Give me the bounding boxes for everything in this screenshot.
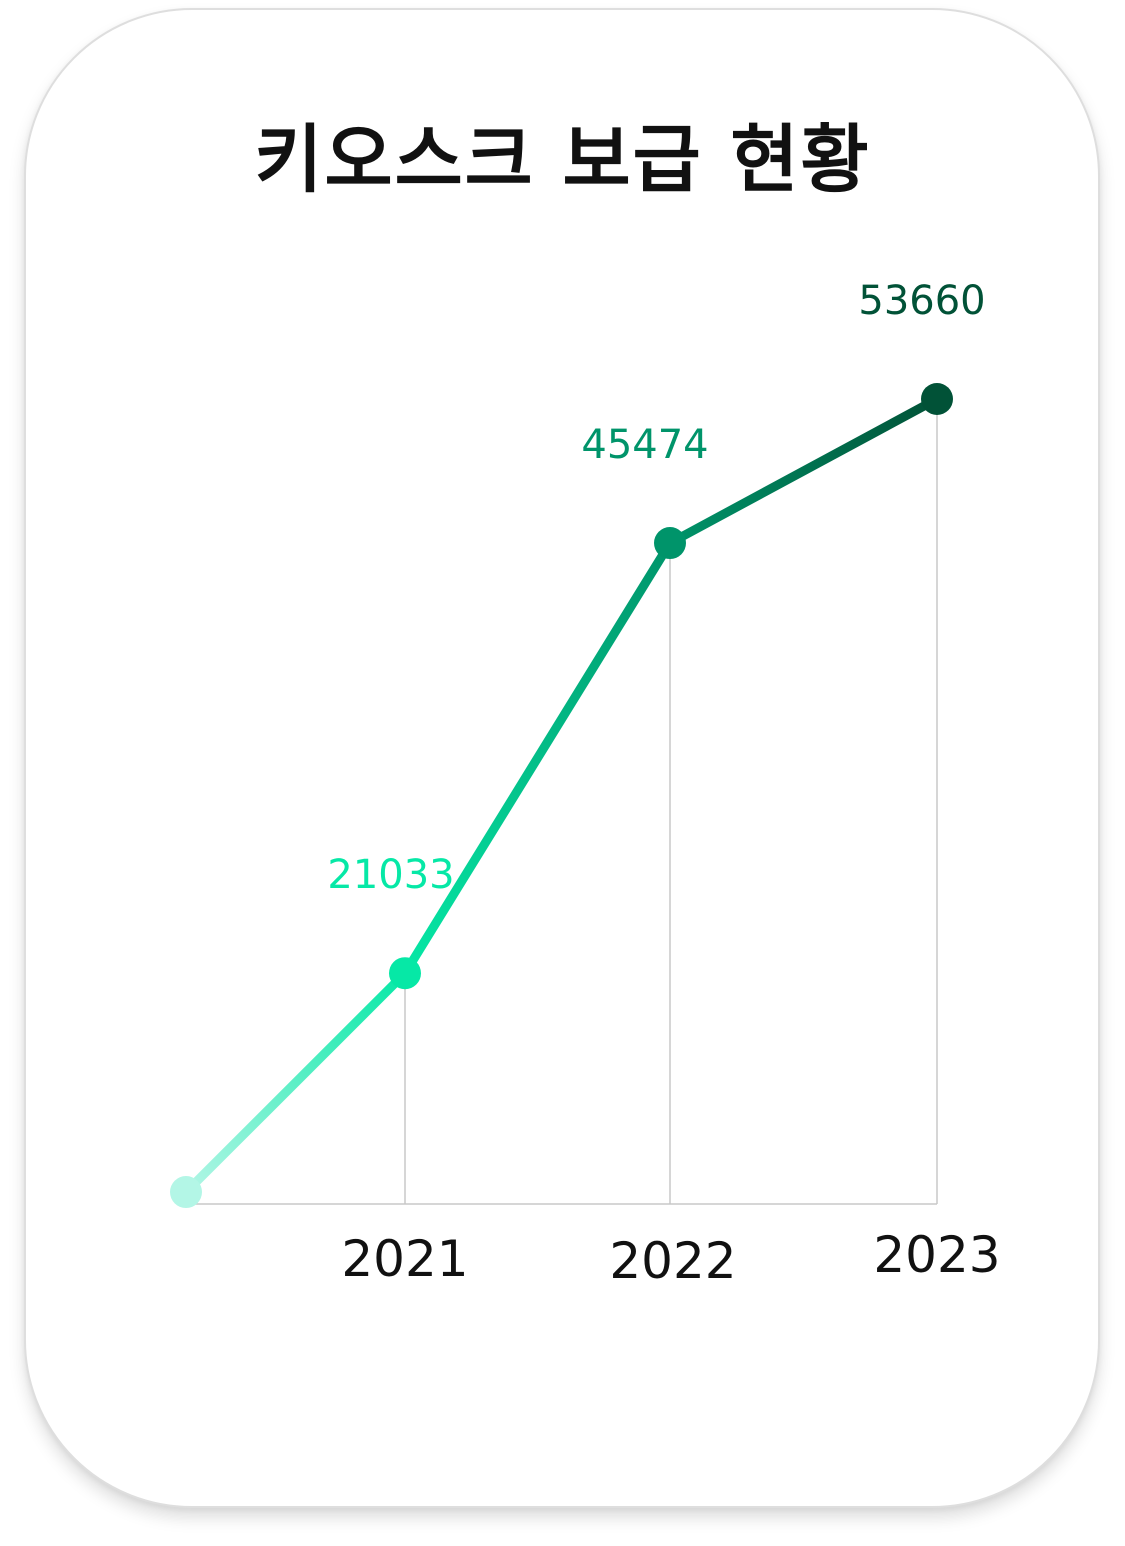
data-point-2021 [389,957,421,990]
data-label-2023: 53660 [858,278,985,324]
data-label-2021: 21033 [327,852,454,898]
x-tick-label-2021: 2021 [341,1230,468,1288]
x-tick-label-2023: 2023 [873,1226,1000,1284]
x-tick-label-2022: 2022 [609,1232,736,1290]
chart-card [24,8,1100,1508]
data-point-start [170,1176,202,1209]
data-point-2023 [921,382,953,415]
series-line-segment-2 [665,394,942,548]
data-point-2022 [654,527,686,560]
series-line-segment-0 [181,968,410,1197]
data-label-2022: 45474 [581,422,708,468]
chart-title: 키오스크 보급 현황 [254,117,871,203]
series-line-segment-1 [400,538,675,978]
